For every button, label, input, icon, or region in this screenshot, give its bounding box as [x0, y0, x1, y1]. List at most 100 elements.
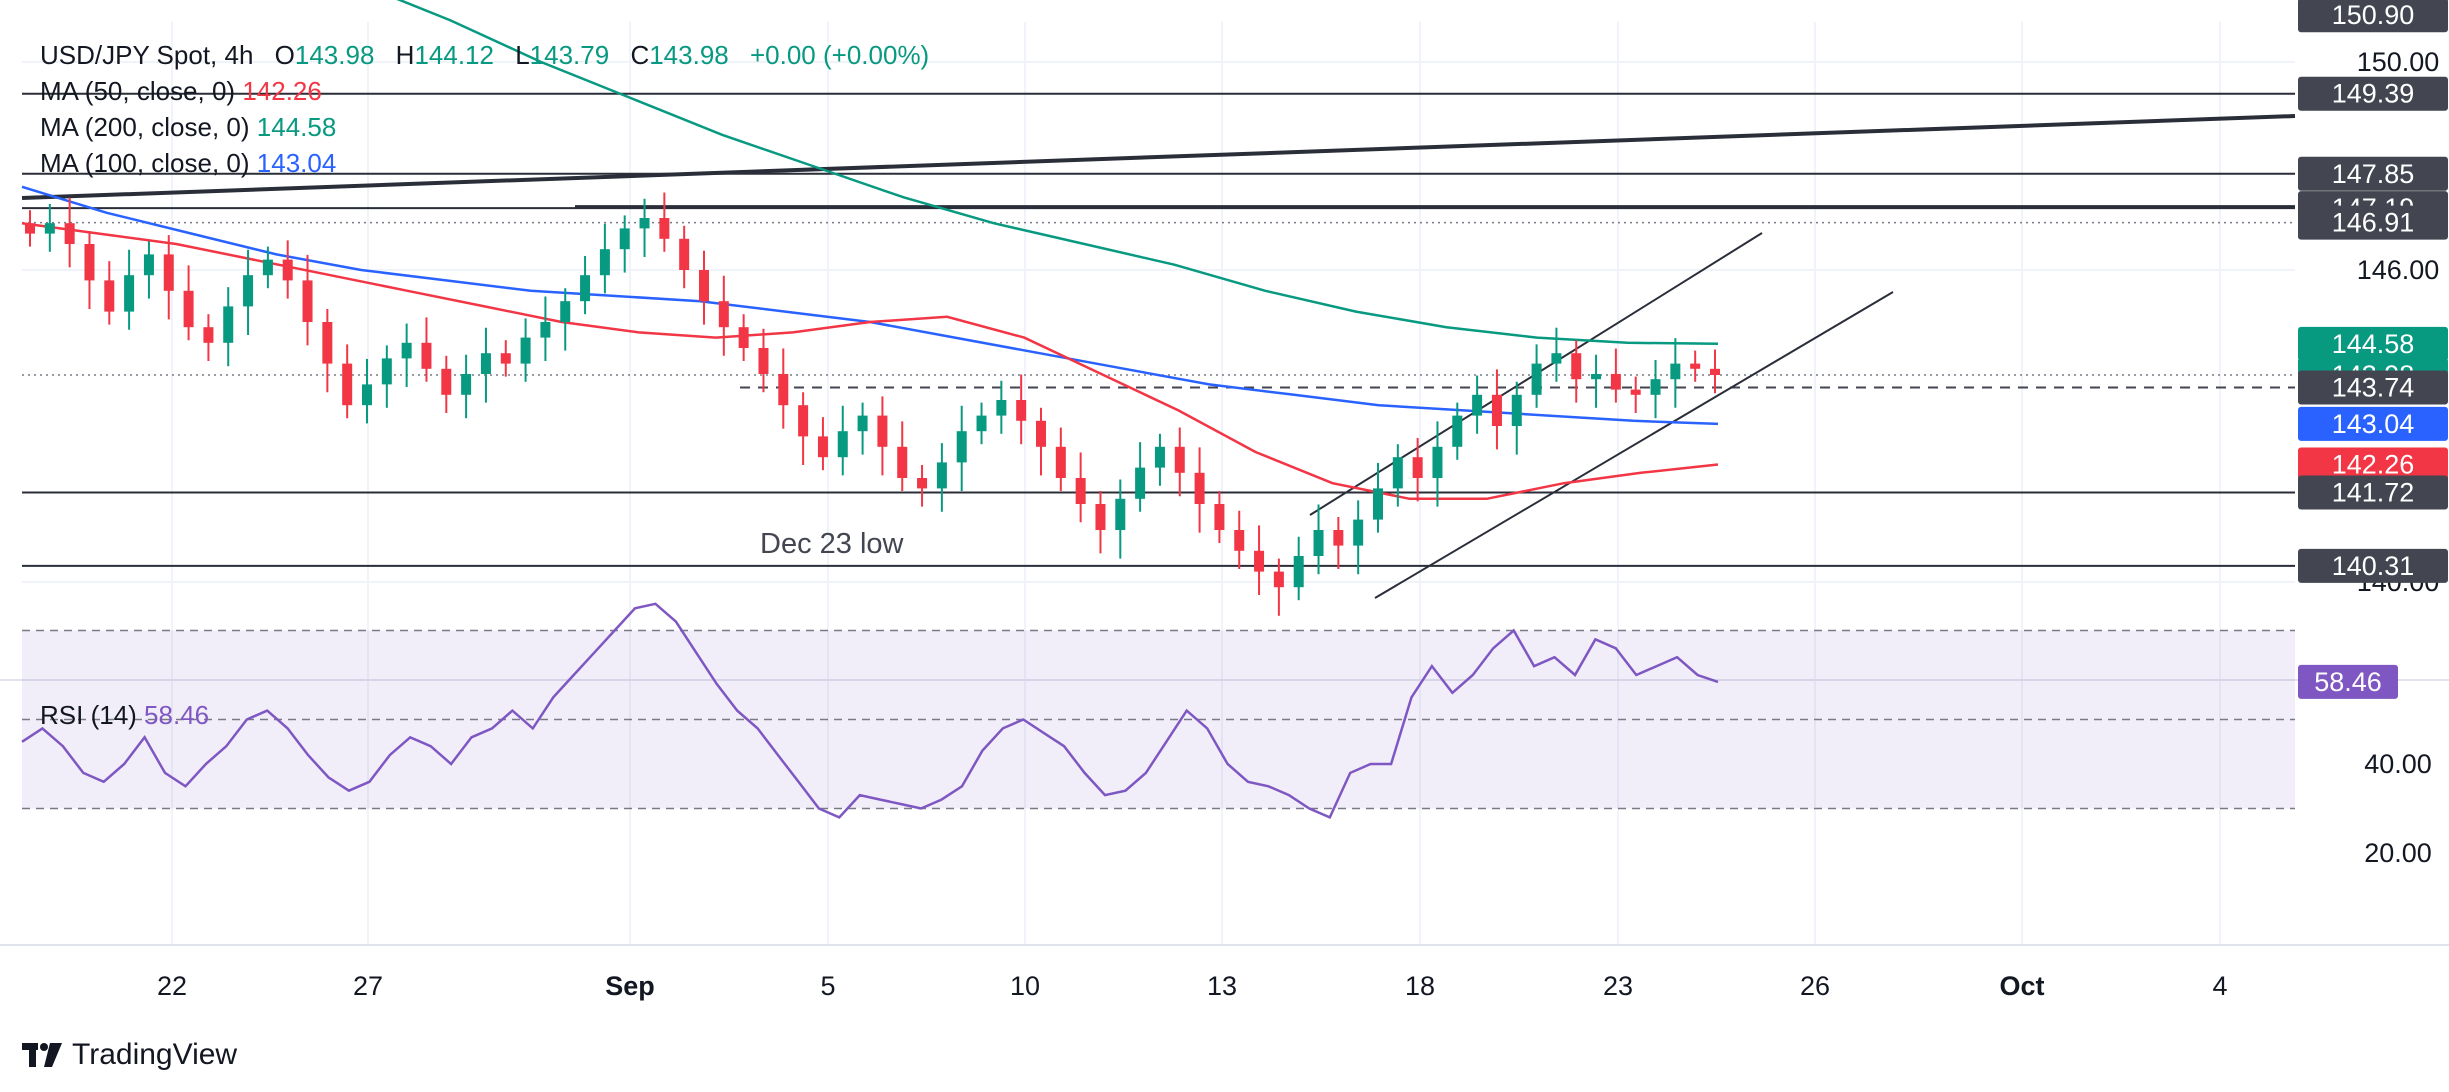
moving-averages — [21, 0, 1719, 501]
candle-body — [599, 249, 610, 276]
candle-body — [758, 348, 769, 374]
time-axis: 22 27 Sep 5 10 13 18 23 26 Oct 4 — [157, 971, 2228, 1001]
candle-body — [500, 353, 511, 364]
candle-body — [421, 342, 432, 369]
time-tick-label: 27 — [353, 971, 383, 1001]
candle-body — [996, 400, 1007, 416]
ma100-legend[interactable]: MA (100, close, 0) 143.04 — [40, 148, 337, 178]
price-tag — [2298, 326, 2448, 361]
candle-body — [124, 275, 135, 312]
candle-body — [1313, 530, 1324, 556]
tradingview-logo[interactable]: TradingView — [22, 1038, 237, 1072]
price-tag — [2298, 156, 2448, 191]
candle-body — [798, 405, 809, 437]
rsi-tick-label: 40.00 — [2364, 749, 2432, 779]
rsi-tag-label: 58.46 — [2314, 667, 2382, 697]
price-tag-label: 140.31 — [2332, 551, 2415, 581]
time-tick-label: 22 — [157, 971, 187, 1001]
rsi-legend[interactable]: RSI (14) 58.46 — [40, 700, 210, 730]
candle-body — [262, 259, 273, 276]
candle-body — [223, 306, 234, 343]
candle-body — [461, 374, 472, 395]
symbol-legend: USD/JPY Spot, 4h O143.98 H144.12 L143.79… — [40, 40, 930, 70]
candle-body — [699, 270, 709, 302]
candle-body — [1610, 374, 1621, 390]
candle-body — [778, 374, 789, 406]
candle-body — [540, 322, 551, 338]
candle-body — [639, 218, 650, 229]
candle-body — [1234, 530, 1245, 551]
candle-body — [679, 238, 690, 270]
candle-body — [1511, 394, 1522, 426]
ma50-line — [21, 221, 1719, 501]
price-tag-label: 149.39 — [2332, 79, 2415, 109]
candle-body — [1412, 457, 1423, 478]
price-tag-label: 143.74 — [2332, 373, 2415, 403]
ma200-line — [396, 0, 1719, 346]
candle-body — [1055, 446, 1066, 478]
candle-body — [104, 280, 115, 312]
candle-body — [143, 254, 154, 276]
candle-body — [183, 290, 194, 328]
candle-body — [342, 363, 353, 406]
low-value: 143.79 — [529, 40, 610, 70]
price-tag-label: 147.85 — [2332, 159, 2415, 189]
candle-body — [381, 358, 392, 385]
price-tag — [2298, 548, 2448, 583]
candle-body — [480, 353, 491, 374]
candle-body — [322, 322, 333, 364]
candle-body — [203, 327, 214, 343]
price-tag-label: 150.90 — [2332, 0, 2415, 30]
candle-body — [1630, 389, 1641, 395]
candle-body — [936, 462, 947, 489]
candle-body — [857, 415, 868, 432]
price-tag-label: 144.58 — [2332, 329, 2415, 359]
rsi-pane: 40.00 20.00 58.46 — [21, 602, 2432, 868]
time-tick-label: 5 — [820, 971, 835, 1001]
candle-body — [1472, 394, 1483, 416]
price-tag — [2298, 76, 2448, 111]
ma200-legend[interactable]: MA (200, close, 0) 144.58 — [40, 112, 337, 142]
candle-body — [1432, 446, 1443, 478]
tradingview-logo-icon — [22, 1043, 62, 1067]
candle-body — [1016, 400, 1027, 421]
price-tag-label: 141.72 — [2332, 478, 2415, 508]
brand-name: TradingView — [72, 1038, 238, 1071]
ma50-legend[interactable]: MA (50, close, 0) 142.26 — [40, 76, 322, 106]
candle-body — [1650, 379, 1661, 395]
candle-body — [1551, 353, 1562, 364]
close-value: 143.98 — [649, 40, 729, 70]
price-tag — [2298, 0, 2448, 33]
price-axis: 150.00146.00140.00150.90149.39147.85147.… — [2298, 0, 2448, 597]
candle-body — [580, 275, 591, 302]
long-trendline — [21, 114, 2296, 200]
candle-body — [1591, 374, 1602, 380]
high-value: 144.12 — [414, 40, 494, 70]
time-tick-label: 18 — [1405, 971, 1435, 1001]
candle-body — [1075, 478, 1086, 504]
price-tag — [2298, 447, 2448, 482]
candle-body — [1491, 394, 1502, 426]
price-tag — [2298, 205, 2448, 240]
price-tag — [2298, 475, 2448, 510]
candle-body — [1036, 420, 1046, 447]
candle-body — [302, 280, 313, 322]
candle-body — [520, 337, 531, 364]
candle-body — [837, 431, 848, 458]
candle-body — [619, 228, 630, 250]
candle-body — [1115, 498, 1126, 530]
candle-body — [1095, 504, 1106, 530]
candle-body — [1531, 363, 1542, 395]
symbol-title: USD/JPY Spot, 4h — [40, 40, 254, 70]
rsi-tag — [2298, 664, 2398, 699]
chart-grid — [0, 22, 2449, 946]
candle-body — [1194, 472, 1205, 504]
candle-body — [1333, 530, 1344, 546]
candle-body — [25, 223, 35, 234]
open-value: 143.98 — [294, 40, 375, 70]
candle-body — [877, 415, 888, 447]
annotation-dec-23-low: Dec 23 low — [760, 528, 905, 560]
candle-body — [441, 368, 452, 395]
candle-body — [1392, 457, 1403, 489]
